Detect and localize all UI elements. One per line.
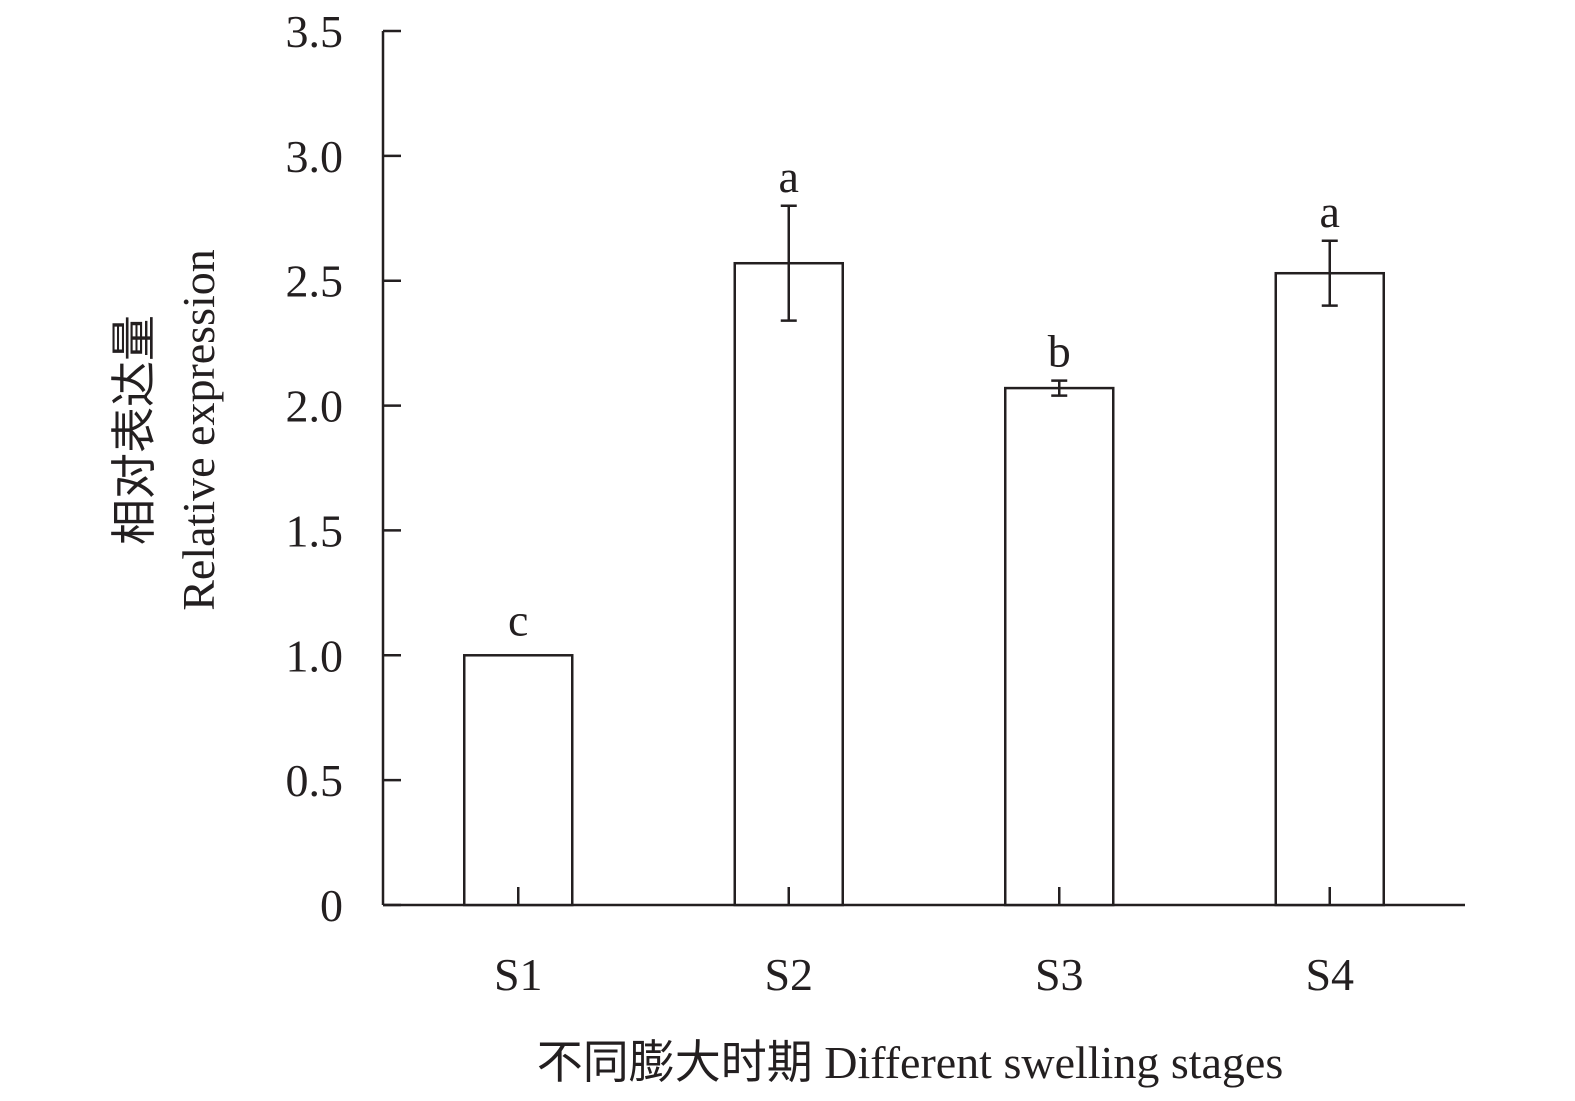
y-tick-label: 3.0 [286, 131, 344, 182]
y-axis-title-group: 相对表达量 Relative expression [109, 249, 224, 611]
bar [733, 261, 844, 907]
bar [1004, 386, 1115, 907]
y-tick-label: 0.5 [286, 755, 344, 806]
y-tick-label: 2.0 [286, 381, 344, 432]
y-tick-label: 3.5 [286, 6, 344, 57]
y-ticks: 0 0.5 1.0 1.5 2.0 2.5 3.0 3.5 [286, 6, 401, 931]
bar [463, 654, 574, 907]
x-tick-label: S4 [1305, 949, 1354, 1000]
x-tick-label: S3 [1035, 949, 1084, 1000]
y-tick-label: 0 [320, 880, 343, 931]
bars-group: c a b a [463, 151, 1385, 907]
x-ticks: S1 S2 S3 S4 [494, 887, 1354, 1000]
x-tick-label: S2 [764, 949, 813, 1000]
significance-label: c [508, 594, 528, 645]
significance-label: b [1048, 326, 1071, 377]
bar [1274, 271, 1385, 907]
y-tick-label: 1.5 [286, 505, 344, 556]
y-axis-title-en: Relative expression [173, 249, 224, 611]
x-tick-label: S1 [494, 949, 543, 1000]
y-tick-label: 2.5 [286, 256, 344, 307]
significance-label: a [779, 151, 799, 202]
y-axis-title-cn: 相对表达量 [109, 315, 160, 545]
x-axis-title: 不同膨大时期 Different swelling stages [537, 1037, 1284, 1088]
significance-label: a [1320, 186, 1340, 237]
y-tick-label: 1.0 [286, 630, 344, 681]
